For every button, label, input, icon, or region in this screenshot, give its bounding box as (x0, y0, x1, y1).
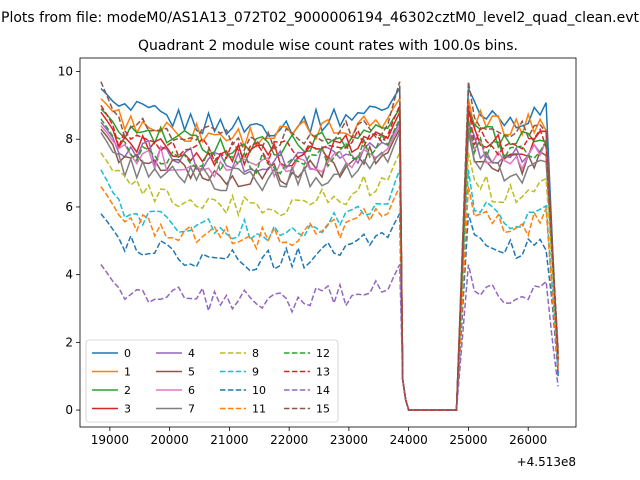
series-line-0 (100, 86, 559, 411)
legend-label-2: 2 (124, 384, 131, 397)
series-line-12 (100, 118, 559, 411)
y-tick-label: 0 (65, 403, 73, 417)
legend-label-15: 15 (316, 403, 330, 416)
legend-label-14: 14 (316, 384, 330, 397)
legend-label-4: 4 (188, 347, 195, 360)
legend-box (85, 339, 339, 423)
series-line-1 (100, 96, 559, 411)
legend-label-13: 13 (316, 366, 330, 379)
plot-frame (79, 57, 577, 428)
x-offset-label: +4.513e8 (517, 455, 576, 469)
series-line-4 (100, 119, 559, 411)
series-line-11 (100, 186, 559, 411)
figure-suptitle: Plots from file: modeM0/AS1A13_072T02_90… (1, 10, 639, 26)
series-line-6 (100, 122, 559, 411)
legend-label-5: 5 (188, 366, 195, 379)
x-tick-label: 23000 (330, 433, 368, 447)
series-line-10 (100, 210, 559, 411)
series-line-14 (100, 264, 559, 411)
legend-label-6: 6 (188, 384, 195, 397)
legend-label-11: 11 (252, 403, 266, 416)
legend-label-3: 3 (124, 403, 131, 416)
x-axis: 19000 20000 21000 22000 23000 24000 25000 26000 (91, 427, 547, 447)
x-tick-label: 25000 (449, 433, 487, 447)
legend-label-9: 9 (252, 366, 259, 379)
x-tick-label: 20000 (151, 433, 189, 447)
x-tick-label: 21000 (210, 433, 248, 447)
series-line-13 (100, 104, 559, 411)
series-line-15 (100, 81, 559, 411)
legend-label-8: 8 (252, 347, 259, 360)
y-tick-label: 8 (65, 132, 73, 146)
legend-label-7: 7 (188, 403, 195, 416)
y-tick-label: 4 (65, 268, 73, 282)
series-line-8 (100, 152, 559, 411)
legend-label-1: 1 (124, 366, 131, 379)
series-line-5 (100, 126, 559, 411)
series-line-9 (100, 169, 559, 411)
x-tick-label: 19000 (91, 433, 129, 447)
y-tick-label: 10 (58, 65, 73, 79)
series-line-7 (100, 132, 559, 411)
legend-label-0: 0 (124, 347, 131, 360)
chart-title: Quadrant 2 module wise count rates with … (138, 38, 518, 54)
x-tick-label: 22000 (270, 433, 308, 447)
y-tick-label: 6 (65, 200, 73, 214)
legend-label-10: 10 (252, 384, 266, 397)
x-tick-label: 24000 (390, 433, 428, 447)
series-layer (100, 81, 559, 411)
y-axis: 0 2 4 6 8 10 (58, 65, 80, 417)
x-tick-label: 26000 (509, 433, 547, 447)
y-tick-label: 2 (65, 335, 73, 349)
legend-label-12: 12 (316, 347, 330, 360)
